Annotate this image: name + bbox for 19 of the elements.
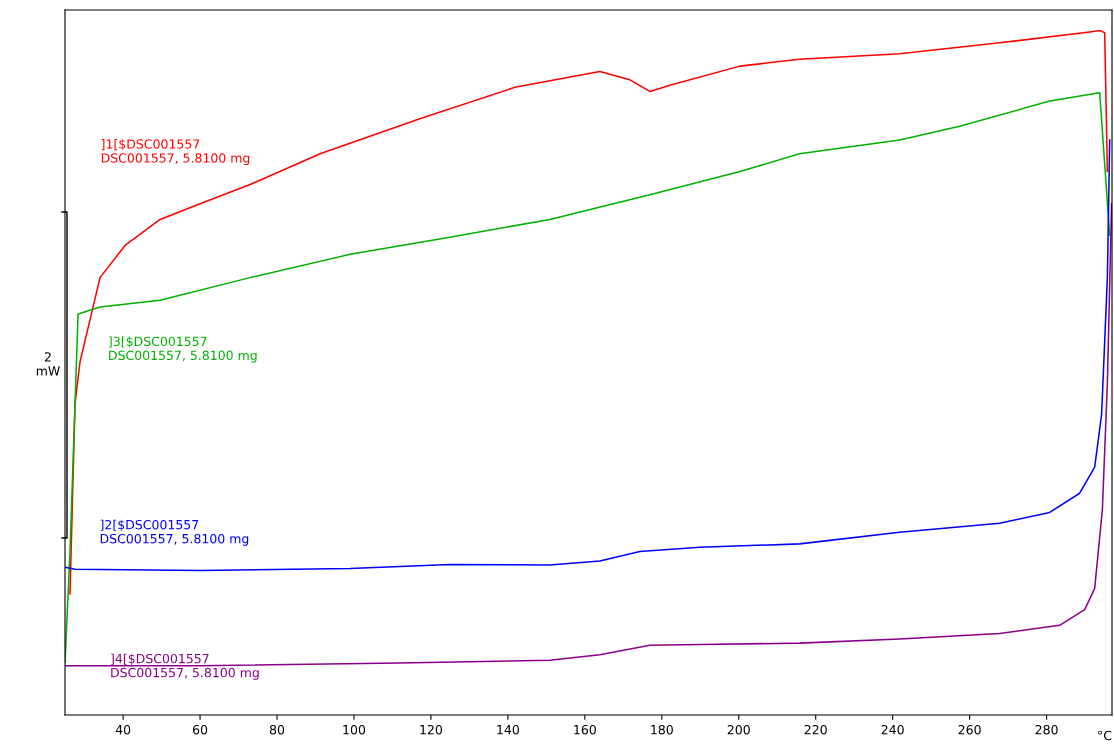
x-tick-label: 240	[881, 724, 904, 735]
x-tick-label: 260	[958, 724, 981, 735]
text: 2 mW	[36, 352, 60, 376]
x-tick-label: 120	[420, 724, 443, 735]
x-tick-label: 180	[651, 724, 673, 735]
x-tick-label: 60	[192, 724, 208, 735]
x-tick-label: 40	[115, 724, 131, 735]
x-tick-label: 200	[727, 724, 750, 735]
series-label: ]1[$DSC001557 DSC001557, 5.8100 mg	[101, 139, 250, 166]
x-tick-label: 280	[1035, 724, 1058, 735]
x-tick-label: 80	[269, 724, 285, 735]
x-tick-label: 220	[804, 724, 827, 735]
series-label: ]4[$DSC001557 DSC001557, 5.8100 mg	[111, 653, 259, 680]
x-tick-label: 140	[497, 724, 519, 735]
x-axis-title: °C	[1098, 730, 1112, 741]
text: ]3[$DSC001557 DSC001557, 5.8100 mg	[109, 336, 257, 363]
series-label: ]2[$DSC001557 DSC001557, 5.8100 mg	[100, 519, 249, 546]
x-tick-label: 100	[343, 724, 366, 735]
x-tick-label: 160	[574, 724, 596, 735]
